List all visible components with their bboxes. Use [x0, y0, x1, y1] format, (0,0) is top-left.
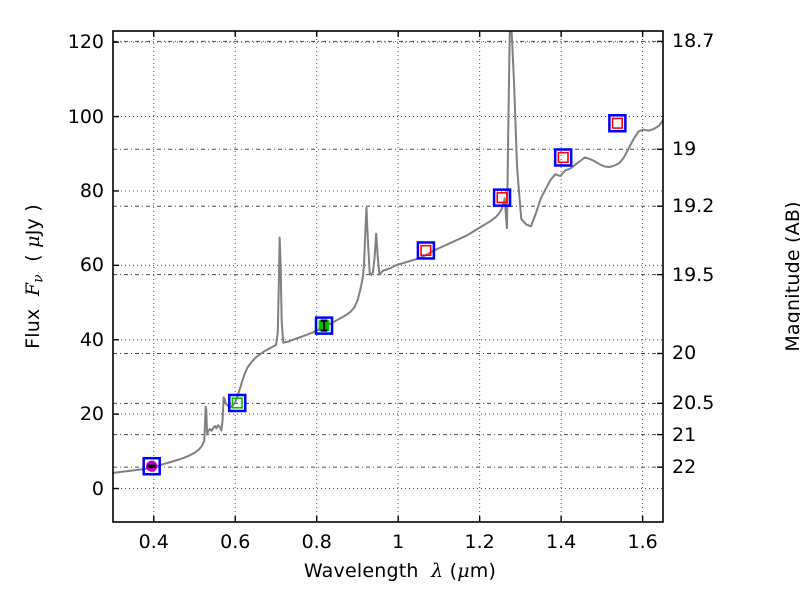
marker-inner-square-open [496, 192, 508, 204]
y-tick-label-right: 19.2 [672, 195, 715, 218]
marker-outer-square [608, 113, 627, 133]
marker-inner-square-open [557, 151, 569, 164]
photometry-point-0[interactable] [142, 456, 161, 476]
marker-inner-square-open [420, 244, 432, 257]
x-tick-label: 0.8 [301, 531, 332, 553]
y-tick-label-right: 20.5 [672, 392, 715, 415]
photometry-point-4[interactable] [492, 188, 512, 207]
y-axis-right-title: Magnitude (AB) [782, 201, 800, 352]
y-tick-label-left: 120 [67, 31, 104, 54]
y-tick-label-right: 20 [672, 342, 697, 365]
photometry-point-2[interactable] [314, 316, 334, 335]
marker-outer-square [142, 456, 161, 476]
x-tick-label: 0.6 [220, 531, 251, 553]
y-tick-label-right: 18.7 [672, 30, 715, 53]
y-tick-label-left: 100 [67, 105, 104, 128]
marker-inner-square-open [611, 117, 623, 129]
marker-outer-square [416, 241, 436, 260]
marker-outer-square [492, 188, 512, 207]
y-tick-label-left: 40 [79, 328, 104, 351]
grid-lines [113, 31, 663, 522]
x-tick-label: 0.4 [138, 531, 169, 553]
x-tick-label: 1.2 [464, 531, 495, 553]
y-tick-label-right: 19 [672, 138, 697, 161]
marker-inner-square-open [231, 397, 243, 409]
x-tick-label: 1 [392, 531, 405, 553]
y-tick-label-right: 19.5 [672, 263, 715, 286]
photometry-group [142, 113, 627, 476]
y-tick-label-left: 20 [79, 403, 104, 426]
y-tick-label-left: 80 [79, 179, 104, 202]
spectrum-curve [113, 31, 663, 474]
x-tick-label: 1.6 [627, 531, 658, 553]
tick-marks [113, 31, 663, 522]
axes-frame [112, 30, 664, 523]
y-tick-label-right: 21 [672, 423, 697, 446]
photometry-point-1[interactable] [228, 393, 247, 413]
x-tick-label: 1.4 [546, 531, 577, 553]
marker-outer-square [553, 148, 573, 167]
x-axis-title: Wavelength λ (μm) [303, 560, 497, 582]
y-tick-label-left: 60 [79, 254, 104, 277]
marker-outer-square [314, 316, 334, 335]
photometry-point-3[interactable] [416, 241, 436, 260]
marker-outer-square [228, 393, 247, 413]
y-axis-left-title: Flux Fν ( μJy ) [22, 204, 47, 349]
photometry-point-6[interactable] [608, 113, 627, 133]
photometry-point-5[interactable] [553, 148, 573, 167]
y-tick-label-left: 0 [91, 477, 104, 500]
y-tick-label-right: 22 [672, 456, 697, 479]
